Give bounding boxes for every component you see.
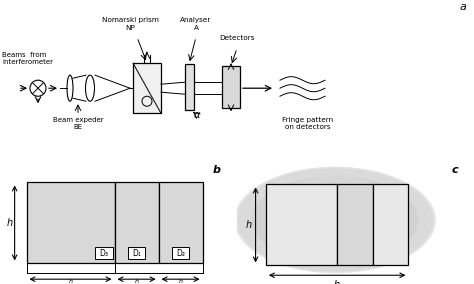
Text: Nomarski prism: Nomarski prism bbox=[101, 17, 158, 23]
Ellipse shape bbox=[235, 167, 436, 273]
Text: NP: NP bbox=[125, 25, 135, 31]
Ellipse shape bbox=[237, 168, 433, 272]
Text: Beam expeder: Beam expeder bbox=[53, 117, 103, 123]
Text: h: h bbox=[7, 218, 13, 228]
Bar bbox=[27, 183, 115, 263]
Bar bbox=[337, 184, 373, 265]
Bar bbox=[222, 66, 240, 108]
Text: b: b bbox=[212, 165, 220, 175]
Text: D₂: D₂ bbox=[176, 248, 185, 258]
Bar bbox=[266, 184, 337, 265]
Ellipse shape bbox=[266, 184, 404, 256]
Bar bbox=[115, 183, 159, 263]
Bar bbox=[185, 64, 194, 110]
Text: a: a bbox=[460, 2, 467, 12]
Text: A: A bbox=[193, 25, 199, 31]
Bar bbox=[159, 183, 202, 263]
Ellipse shape bbox=[252, 176, 419, 264]
Bar bbox=[133, 63, 161, 113]
Text: interferometer: interferometer bbox=[2, 59, 53, 65]
Text: $\frac{h}{2}$: $\frac{h}{2}$ bbox=[67, 277, 73, 284]
Text: D₃: D₃ bbox=[99, 248, 108, 258]
Text: $\frac{h}{4}$: $\frac{h}{4}$ bbox=[134, 277, 139, 284]
FancyBboxPatch shape bbox=[172, 247, 190, 260]
Ellipse shape bbox=[268, 176, 402, 264]
Text: Detectors: Detectors bbox=[219, 35, 255, 41]
FancyBboxPatch shape bbox=[128, 247, 146, 260]
Text: $\frac{h}{4}$: $\frac{h}{4}$ bbox=[178, 277, 183, 284]
Text: α: α bbox=[194, 110, 200, 120]
Bar bbox=[373, 184, 409, 265]
Text: h: h bbox=[245, 220, 251, 230]
Text: Fringe pattern: Fringe pattern bbox=[283, 117, 334, 123]
Text: Beams  from: Beams from bbox=[2, 52, 46, 58]
Text: h: h bbox=[334, 280, 340, 284]
Text: BE: BE bbox=[73, 124, 82, 130]
Text: c: c bbox=[452, 165, 458, 175]
Text: on detectors: on detectors bbox=[285, 124, 331, 130]
Text: D₁: D₁ bbox=[132, 248, 141, 258]
Text: Analyser: Analyser bbox=[180, 17, 212, 23]
FancyBboxPatch shape bbox=[95, 247, 112, 260]
